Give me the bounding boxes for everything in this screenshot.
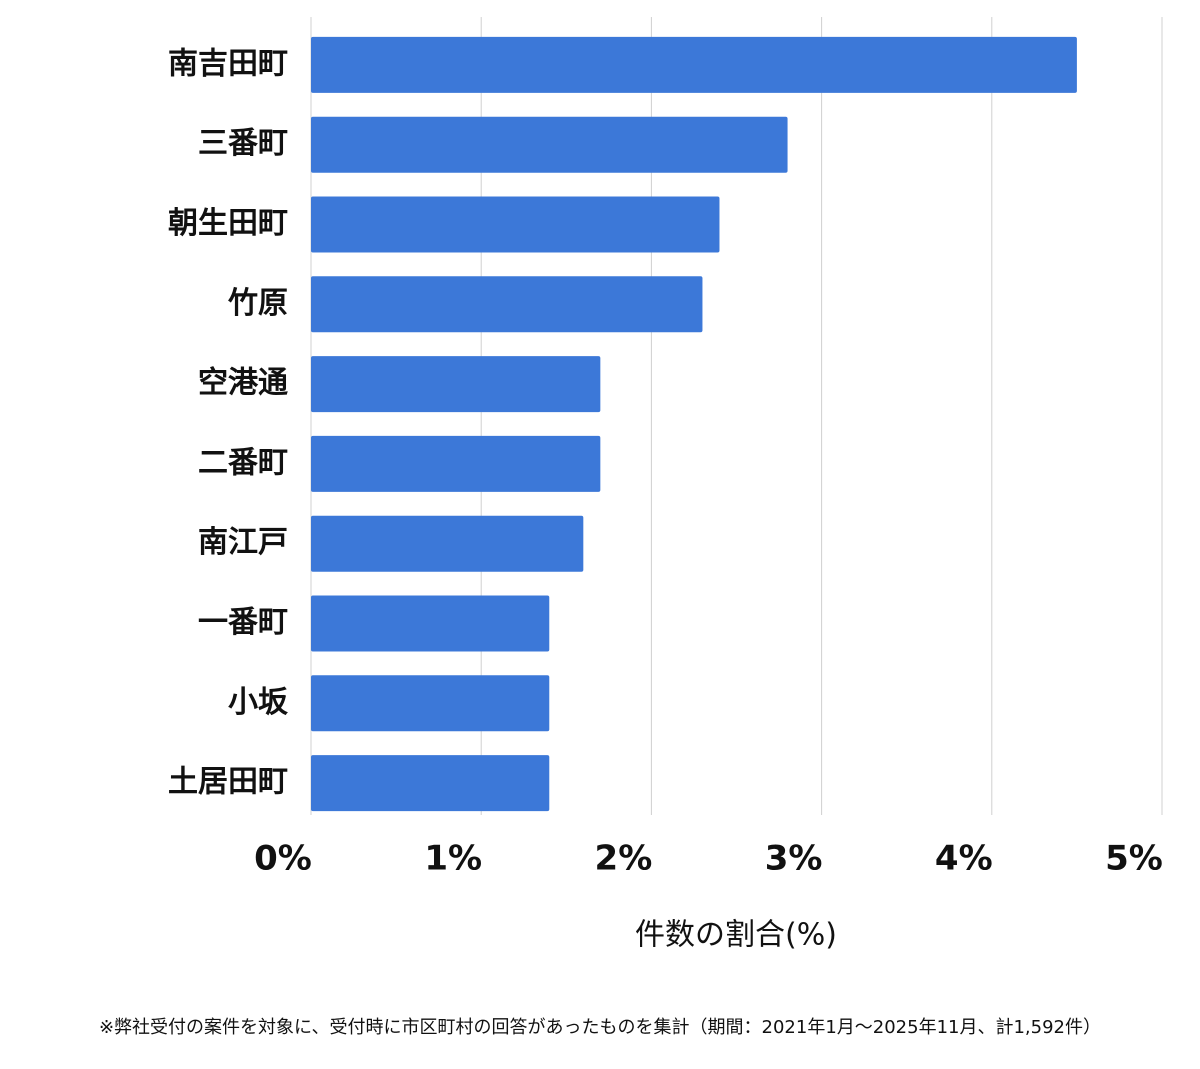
y-tick-label: 土居田町 [168,765,288,800]
y-tick-label: 朝生田町 [168,206,288,241]
x-tick-label: 3% [765,839,823,879]
bar [311,675,550,732]
y-tick-label: 南江戸 [198,525,288,560]
bar [311,356,601,413]
footnote: ※弊社受付の案件を対象に、受付時に市区町村の回答があったものを集計（期間：202… [99,1017,1101,1038]
y-tick-label: 空港通 [198,366,288,401]
y-tick-label: 二番町 [198,445,288,480]
y-tick-label: 三番町 [198,126,288,161]
bar [311,515,584,572]
x-tick-label: 4% [935,839,993,879]
bar [311,435,601,492]
y-tick-label: 一番町 [198,605,288,640]
bar [311,755,550,812]
x-tick-label: 5% [1105,839,1163,879]
bar [311,36,1077,93]
y-tick-label: 南吉田町 [168,46,288,81]
x-tick-label: 0% [254,839,312,879]
bar [311,276,703,333]
bar [311,116,788,173]
x-tick-label: 1% [424,839,482,879]
x-axis-title: 件数の割合(%) [635,918,837,953]
y-tick-label: 小坂 [228,685,288,720]
bar [311,595,550,652]
y-tick-label: 竹原 [228,286,288,321]
x-tick-label: 2% [595,839,653,879]
bar [311,196,720,253]
